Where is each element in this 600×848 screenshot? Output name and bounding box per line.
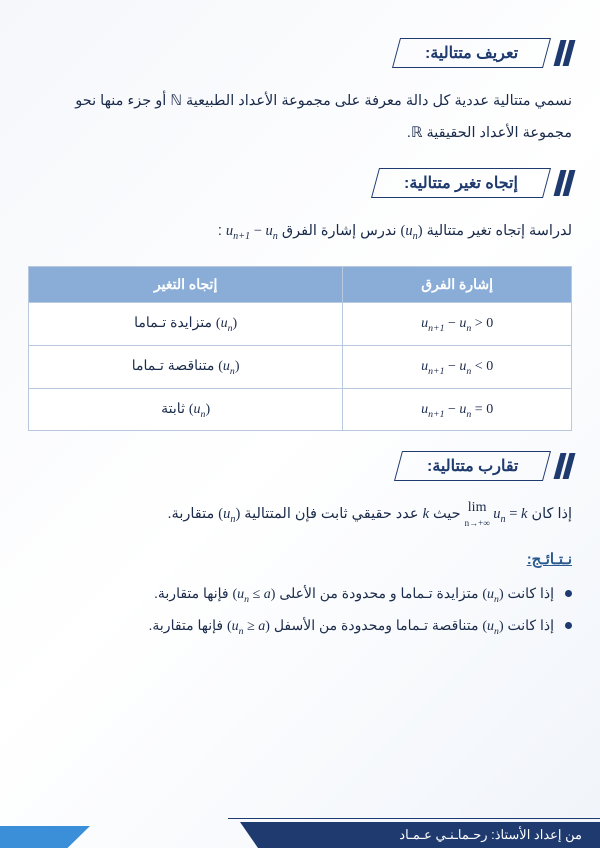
table-row: un+1 − un > 0 (un) متزايدة تـماما [29, 303, 572, 346]
page-content: تعريف متتالية: نسمي متتالية عددية كل دال… [0, 0, 600, 643]
section-title: تعريف متتالية: [425, 43, 518, 63]
direction-cell: (un) ثابتة [29, 388, 343, 431]
results-list: إذا كانت (un) متزايدة تـماما و محدودة من… [28, 578, 572, 644]
header-title-box: إتجاه تغير متتالية: [371, 168, 551, 198]
list-item: إذا كانت (un) متناقصة تـماما ومحدودة من … [28, 610, 572, 643]
table-header-sign: إشارة الفرق [343, 267, 572, 303]
footer-author: من إعداد الأستاذ: رحـماـنـي عـمـاد [240, 822, 600, 848]
section-title: إتجاه تغير متتالية: [404, 173, 518, 193]
list-item: إذا كانت (un) متزايدة تـماما و محدودة من… [28, 578, 572, 611]
direction-intro: لدراسة إتجاه تغير متتالية (un) ندرس إشار… [28, 216, 572, 248]
table-row: un+1 − un = 0 (un) ثابتة [29, 388, 572, 431]
footer-divider [228, 818, 600, 820]
table-row: un+1 − un < 0 (un) متناقصة تـماما [29, 345, 572, 388]
table-header-direction: إتجاه التغير [29, 267, 343, 303]
sign-cell: un+1 − un > 0 [343, 303, 572, 346]
results-heading: نـتـائـج: [28, 550, 572, 568]
header-title-box: تعريف متتالية: [392, 38, 551, 68]
variation-table: إشارة الفرق إتجاه التغير un+1 − un > 0 (… [28, 266, 572, 431]
section-header-definition: تعريف متتالية: [28, 38, 572, 68]
sign-cell: un+1 − un < 0 [343, 345, 572, 388]
convergence-text: إذا كان limn→+∞ un = k حيث k عدد حقيقي ث… [28, 499, 572, 531]
section-title: تقارب متتالية: [427, 456, 518, 476]
footer-accent-shape [0, 826, 90, 848]
section-header-direction: إتجاه تغير متتالية: [28, 168, 572, 198]
direction-cell: (un) متزايدة تـماما [29, 303, 343, 346]
header-bars-icon [557, 170, 572, 196]
header-bars-icon [557, 453, 572, 479]
sign-cell: un+1 − un = 0 [343, 388, 572, 431]
definition-text: نسمي متتالية عددية كل دالة معرفة على مجم… [28, 86, 572, 150]
header-title-box: تقارب متتالية: [394, 451, 551, 481]
section-header-convergence: تقارب متتالية: [28, 451, 572, 481]
header-bars-icon [557, 40, 572, 66]
direction-cell: (un) متناقصة تـماما [29, 345, 343, 388]
page-footer: من إعداد الأستاذ: رحـماـنـي عـمـاد [0, 808, 600, 848]
